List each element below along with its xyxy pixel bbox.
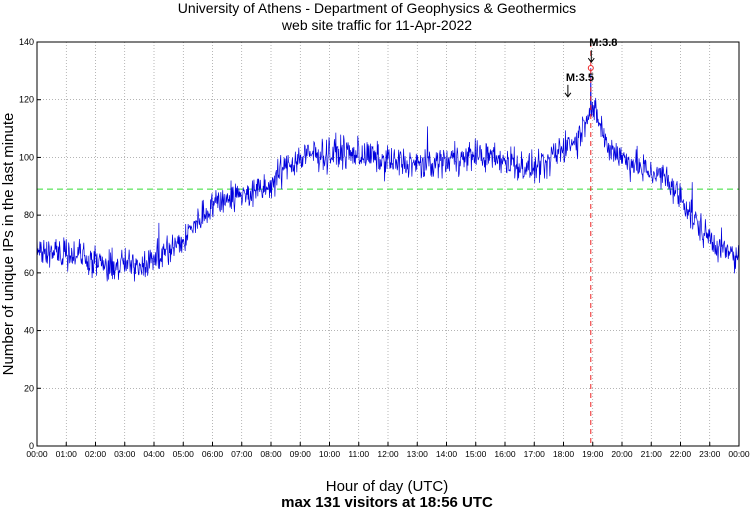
x-tick-label: 05:00 — [173, 449, 195, 459]
x-tick-label: 00:00 — [26, 449, 48, 459]
y-tick-label: 0 — [29, 441, 34, 451]
max-marker-dot — [587, 64, 594, 71]
x-tick-label: 21:00 — [641, 449, 663, 459]
x-tick-label: 16:00 — [494, 449, 516, 459]
x-tick-label: 03:00 — [114, 449, 136, 459]
x-axis-ticks: 00:00 01:00 02:00 03:00 04:00 05:00 06:00 07:00… — [26, 442, 750, 459]
plot-frame — [36, 41, 740, 447]
series-line — [36, 67, 740, 282]
y-tick-label: 140 — [19, 37, 34, 47]
x-tick-label: 18:00 — [553, 449, 575, 459]
y-tick-label: 20 — [24, 383, 34, 393]
y-tick-label: 120 — [19, 95, 34, 105]
x-tick-label: 13:00 — [407, 449, 429, 459]
chart-title: University of Athens - Department of Geo… — [178, 0, 576, 16]
annotation-label: M:3.8 — [589, 37, 617, 49]
annotation-arrow-head — [587, 57, 595, 64]
y-tick-label: 100 — [19, 152, 34, 162]
grid-lines — [37, 42, 739, 446]
x-tick-label: 22:00 — [670, 449, 692, 459]
x-tick-label: 07:00 — [231, 449, 253, 459]
x-tick-label: 00:00 — [728, 449, 750, 459]
annotation-label: M:3.5 — [566, 72, 594, 84]
x-tick-label: 12:00 — [377, 449, 399, 459]
x-tick-label: 04:00 — [143, 449, 165, 459]
x-tick-label: 08:00 — [260, 449, 282, 459]
x-tick-label: 01:00 — [56, 449, 78, 459]
x-tick-label: 11:00 — [348, 449, 369, 459]
x-tick-label: 09:00 — [290, 449, 312, 459]
annotation-arrow-head — [564, 92, 572, 98]
x-tick-label: 19:00 — [582, 449, 604, 459]
y-tick-label: 40 — [24, 326, 34, 336]
x-tick-label: 23:00 — [699, 449, 721, 459]
x-tick-label: 10:00 — [319, 449, 341, 459]
y-tick-label: 80 — [24, 210, 34, 220]
footer-max-visitors: max 131 visitors at 18:56 UTC — [281, 494, 493, 511]
x-tick-label: 20:00 — [611, 449, 633, 459]
chart-subtitle: web site traffic for 11-Apr-2022 — [281, 17, 472, 33]
x-tick-label: 15:00 — [465, 449, 487, 459]
x-tick-label: 02:00 — [85, 449, 107, 459]
x-tick-label: 17:00 — [524, 449, 546, 459]
y-axis-ticks: 0 20 40 60 80 100 120 140 — [19, 37, 41, 451]
x-tick-label: 14:00 — [436, 449, 458, 459]
y-tick-label: 60 — [24, 268, 34, 278]
x-tick-label: 06:00 — [202, 449, 224, 459]
annotations: M:3.5 M:3.8 — [564, 37, 617, 98]
y-axis-label: Number of unique IPs in the last minute — [0, 113, 17, 376]
x-axis-label: Hour of day (UTC) — [326, 478, 449, 495]
